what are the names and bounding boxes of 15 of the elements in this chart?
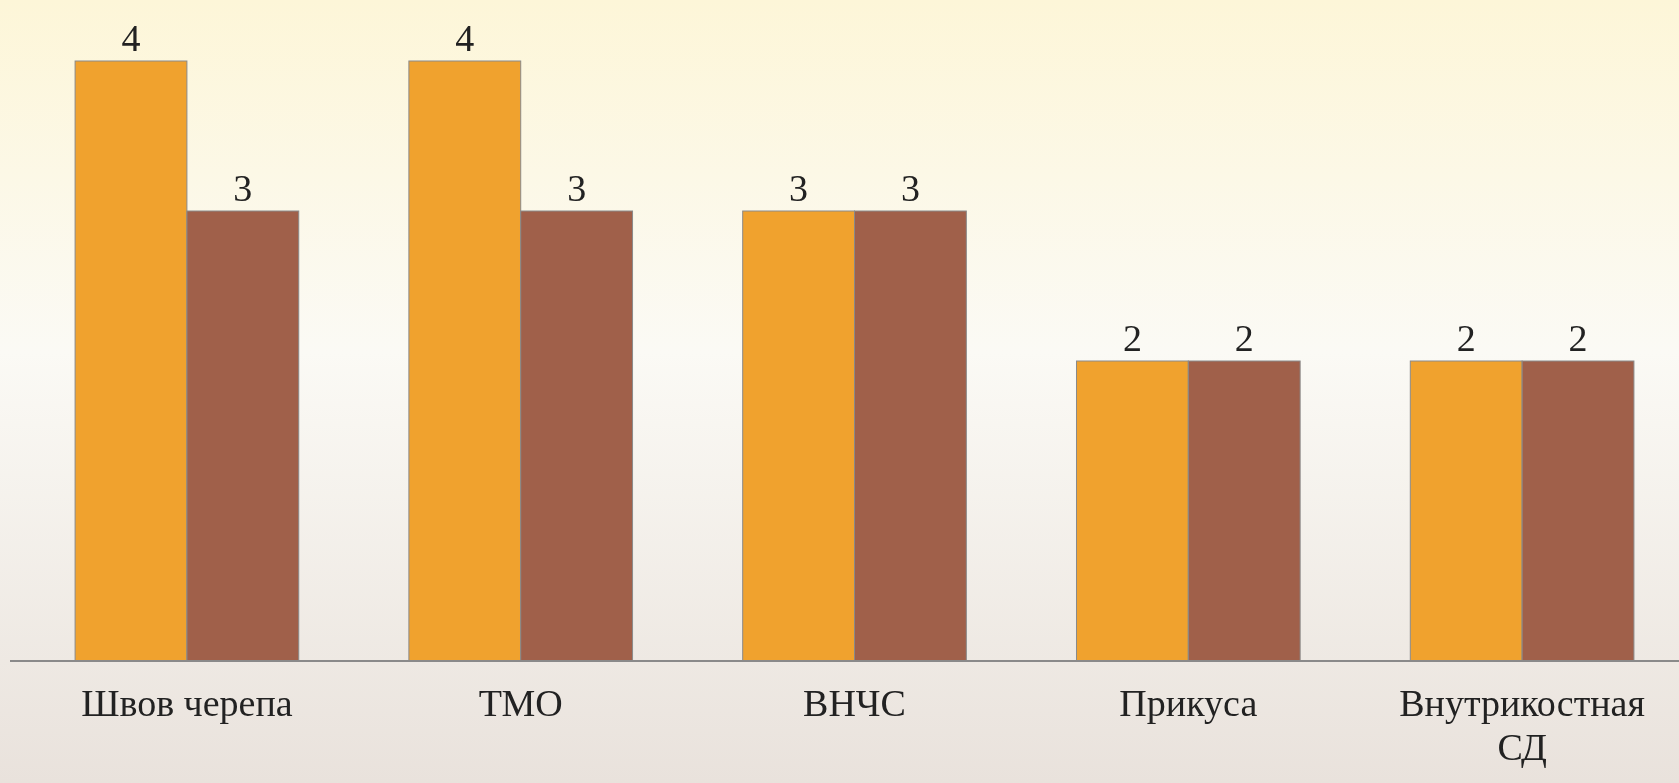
x-tick-label: ТМО (478, 682, 563, 724)
data-label: 2 (1234, 317, 1254, 359)
x-tick-label: Внутрикостная СД (1399, 682, 1645, 768)
data-label: 2 (1122, 317, 1142, 359)
x-tick-label: ВНЧС (803, 682, 906, 724)
data-label: 4 (121, 17, 141, 59)
data-label: 3 (900, 167, 920, 209)
data-label: 3 (789, 167, 809, 209)
data-label: 2 (1568, 317, 1588, 359)
data-label: 3 (567, 167, 587, 209)
data-label: 2 (1456, 317, 1476, 359)
data-label: 4 (455, 17, 475, 59)
x-tick-label: Швов черепа (81, 682, 293, 724)
x-tick-label: Прикуса (1119, 682, 1258, 724)
data-label: 3 (233, 167, 253, 209)
